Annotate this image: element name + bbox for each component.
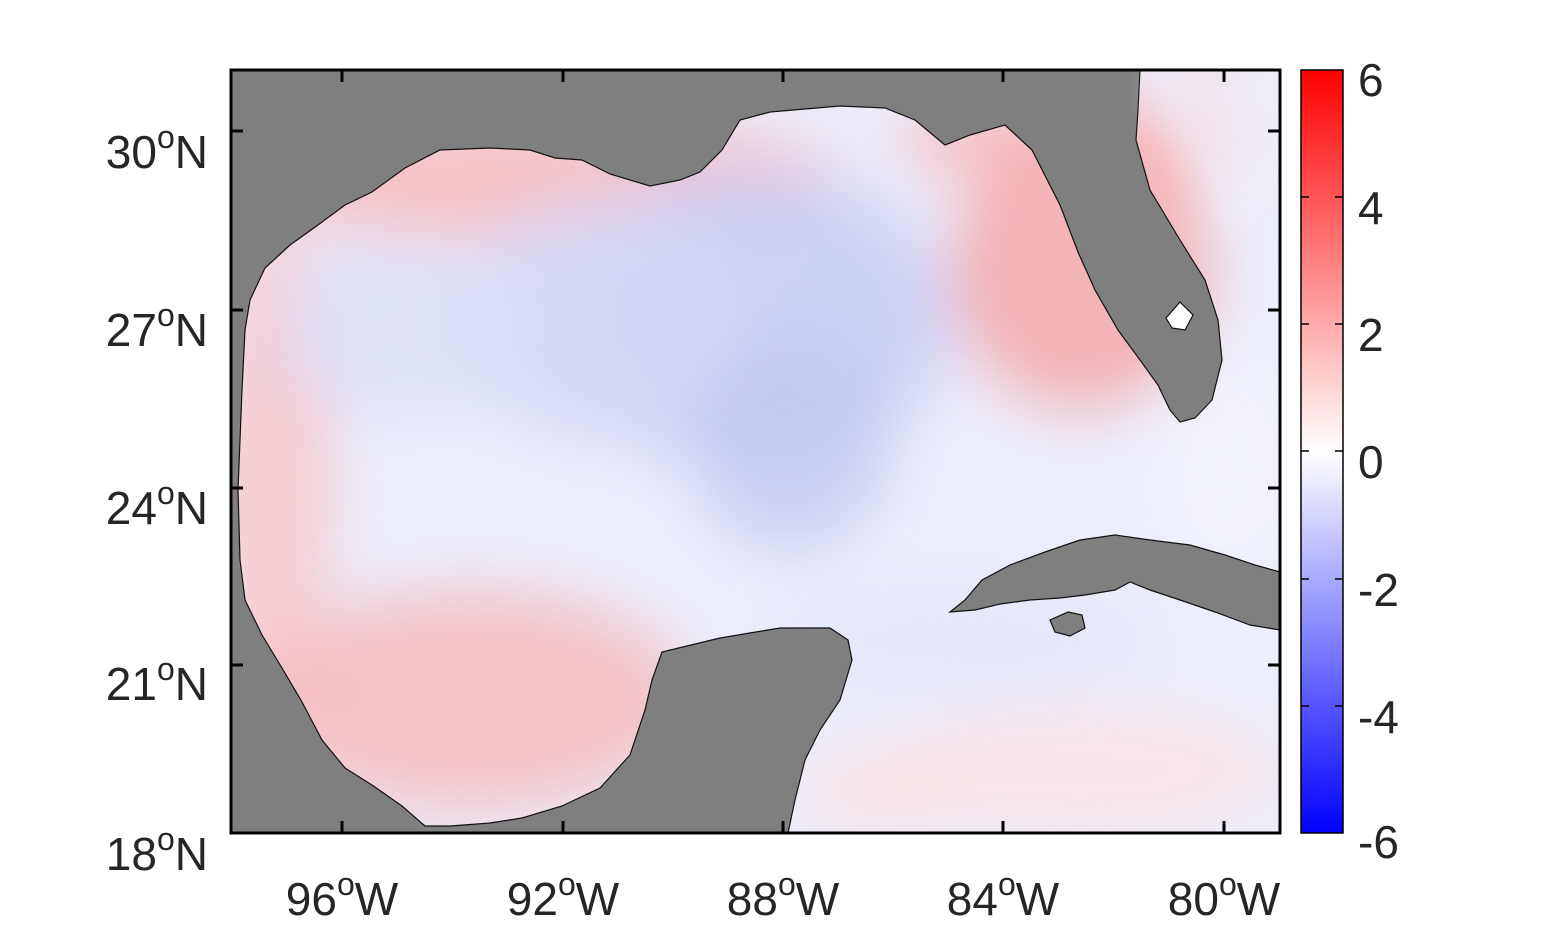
colorbar-label-neg4: -4 bbox=[1358, 691, 1399, 743]
isle-of-youth-landmass bbox=[1049, 611, 1086, 637]
lat-label-24n: 24oN bbox=[106, 475, 208, 534]
colorbar-label-neg6: -6 bbox=[1358, 816, 1399, 868]
lat-label-18n: 18oN bbox=[106, 821, 208, 880]
lat-ticks bbox=[231, 129, 1280, 667]
lon-label-92w: 92oW bbox=[507, 866, 620, 925]
land-masses bbox=[231, 70, 1280, 833]
colorbar-label-4: 4 bbox=[1358, 182, 1384, 234]
map-plot-area bbox=[231, 70, 1280, 833]
atlantic-strip bbox=[1150, 70, 1280, 240]
colorbar-label-neg2: -2 bbox=[1358, 564, 1399, 616]
lat-label-27n: 27oN bbox=[106, 297, 208, 356]
north-america-landmass bbox=[231, 70, 1223, 833]
lon-label-88w: 88oW bbox=[727, 866, 840, 925]
lat-label-21n: 21oN bbox=[106, 651, 208, 710]
axes-frame bbox=[229, 68, 1282, 835]
lon-ticks bbox=[340, 70, 1226, 833]
cuba-landmass bbox=[948, 534, 1280, 631]
colorbar: 6 4 2 0 -2 -4 -6 bbox=[1300, 54, 1399, 868]
lon-label-96w: 96oW bbox=[286, 866, 399, 925]
colorbar-label-2: 2 bbox=[1358, 309, 1384, 361]
lon-label-80w: 80oW bbox=[1168, 866, 1281, 925]
lat-labels: 30oN 27oN 24oN 21oN 18oN bbox=[106, 119, 208, 880]
lon-labels: 96oW 92oW 88oW 84oW 80oW bbox=[286, 866, 1281, 925]
map-axes bbox=[229, 68, 1282, 835]
lat-label-30n: 30oN bbox=[106, 119, 208, 178]
lon-label-84w: 84oW bbox=[947, 866, 1060, 925]
lake-okeechobee bbox=[1165, 301, 1194, 331]
colorbar-ticks bbox=[1301, 196, 1343, 707]
colorbar-label-6: 6 bbox=[1358, 54, 1384, 106]
colorbar-label-0: 0 bbox=[1358, 436, 1384, 488]
